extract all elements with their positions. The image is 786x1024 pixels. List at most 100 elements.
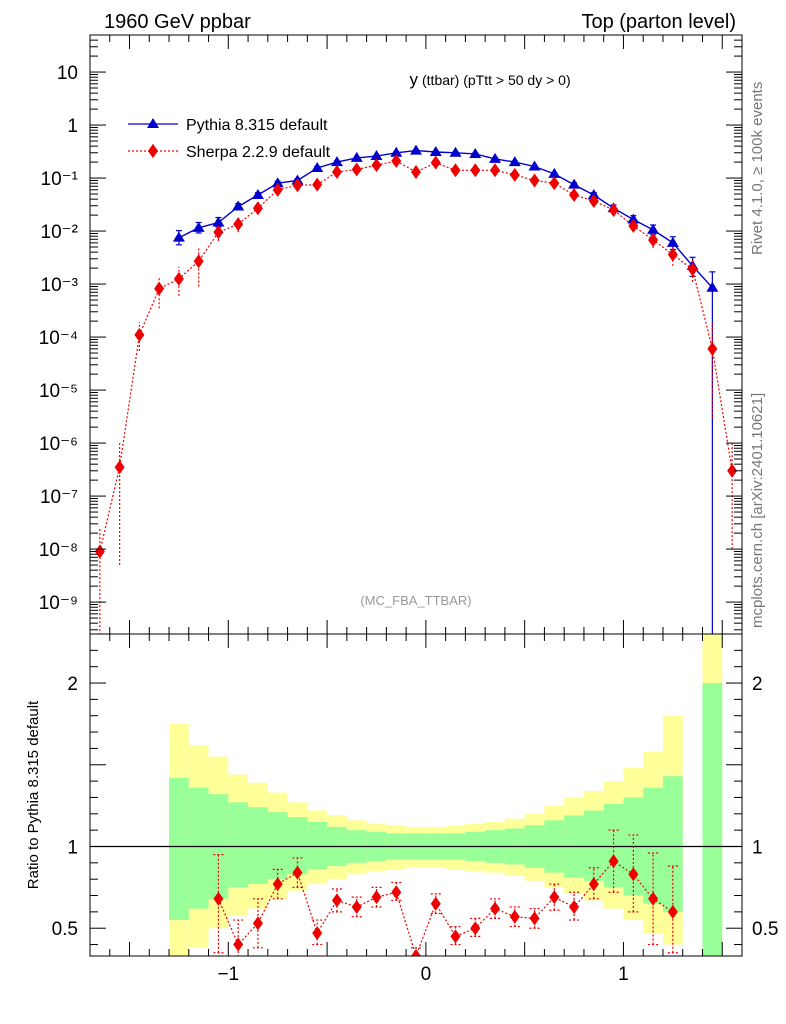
uncertainty-band-inner bbox=[662, 776, 683, 912]
ratio-y-tick-label-left: 2 bbox=[67, 674, 78, 695]
y-tick-label: 10⁻⁵ bbox=[39, 381, 78, 402]
data-point-diamond bbox=[588, 193, 599, 208]
data-point-triangle bbox=[192, 221, 205, 232]
data-point-diamond bbox=[667, 247, 678, 262]
y-tick-label: 10⁻³ bbox=[41, 275, 79, 296]
uncertainty-band-inner bbox=[287, 817, 308, 875]
data-point-diamond bbox=[233, 217, 244, 232]
data-point-triangle bbox=[172, 231, 185, 242]
legend-label-sherpa: Sherpa 2.2.9 default bbox=[186, 144, 331, 161]
data-point-triangle bbox=[212, 216, 225, 227]
data-point-diamond bbox=[529, 173, 540, 188]
x-tick-label: 1 bbox=[618, 964, 629, 985]
ratio-data-point bbox=[529, 911, 540, 926]
ratio-data-point bbox=[292, 865, 303, 880]
data-point-diamond bbox=[648, 232, 659, 247]
data-point-diamond bbox=[450, 163, 461, 178]
ratio-y-tick-label-left: 1 bbox=[67, 837, 78, 858]
data-point-diamond bbox=[549, 176, 560, 191]
side-label-rivet: Rivet 4.1.0, ≥ 100k events bbox=[749, 82, 766, 255]
data-point-triangle bbox=[489, 152, 502, 163]
data-point-diamond bbox=[114, 460, 125, 475]
legend-label-pythia: Pythia 8.315 default bbox=[186, 117, 328, 134]
ratio-panel: −1 0 1 0.5 0.5 1 1 2 2 Ratio to Pythia 8.315 def… bbox=[25, 633, 778, 985]
ratio-y-tick-label-right: 0.5 bbox=[752, 919, 778, 940]
ratio-data-point bbox=[588, 877, 599, 892]
data-point-diamond bbox=[134, 327, 145, 342]
header-right-label: Top (parton level) bbox=[581, 11, 736, 33]
main-plot-content bbox=[94, 144, 738, 634]
data-point-diamond bbox=[154, 281, 165, 296]
uncertainty-band-inner bbox=[583, 810, 604, 881]
header-left-label: 1960 GeV ppbar bbox=[104, 11, 251, 33]
ratio-data-point bbox=[648, 891, 659, 906]
data-point-triangle bbox=[548, 167, 561, 178]
series-pythia bbox=[172, 144, 719, 634]
diamond-marker-icon bbox=[148, 144, 158, 158]
data-point-triangle bbox=[350, 151, 363, 162]
ratio-y-tick-label-left: 0.5 bbox=[52, 919, 78, 940]
legend-entry-pythia: Pythia 8.315 default bbox=[128, 117, 328, 134]
plot-title-variable: y bbox=[410, 70, 419, 89]
data-point-triangle bbox=[232, 200, 245, 211]
uncertainty-band-inner bbox=[188, 787, 209, 909]
data-point-triangle bbox=[449, 146, 462, 157]
data-point-triangle bbox=[330, 156, 343, 167]
data-point-triangle bbox=[370, 150, 383, 161]
ratio-y-axis-label: Ratio to Pythia 8.315 default bbox=[25, 700, 42, 889]
data-point-diamond bbox=[411, 165, 421, 180]
legend: Pythia 8.315 default Sherpa 2.2.9 defaul… bbox=[128, 117, 331, 161]
y-tick-label: 10⁻⁴ bbox=[39, 328, 78, 349]
y-tick-label: 10⁻⁹ bbox=[39, 593, 78, 614]
data-point-diamond bbox=[331, 165, 342, 180]
series-sherpa-ratio bbox=[213, 829, 678, 956]
data-point-diamond bbox=[569, 187, 580, 202]
uncertainty-band-inner bbox=[603, 803, 624, 888]
y-tick-label: 10 bbox=[57, 63, 78, 84]
data-point-diamond bbox=[213, 225, 224, 240]
data-point-diamond bbox=[687, 262, 698, 277]
y-tick-label: 1 bbox=[67, 116, 78, 137]
ratio-data-point bbox=[252, 916, 263, 931]
ratio-data-point bbox=[509, 909, 520, 924]
data-point-triangle bbox=[311, 161, 324, 172]
data-point-triangle bbox=[271, 177, 284, 188]
ratio-data-point bbox=[233, 937, 244, 952]
data-point-diamond bbox=[371, 158, 382, 173]
data-point-diamond bbox=[252, 201, 263, 216]
uncertainty-band-inner bbox=[702, 683, 723, 956]
data-point-diamond bbox=[292, 178, 303, 193]
data-point-triangle bbox=[627, 213, 640, 224]
y-tick-label: 10⁻² bbox=[41, 222, 79, 243]
ratio-data-point bbox=[351, 899, 362, 914]
ratio-data-point bbox=[213, 891, 224, 906]
data-point-triangle bbox=[568, 178, 581, 189]
data-point-diamond bbox=[173, 271, 184, 286]
data-point-diamond bbox=[470, 163, 481, 178]
data-point-triangle bbox=[469, 147, 482, 158]
ratio-data-point bbox=[430, 896, 441, 911]
main-panel: y (ttbar) (pTtt > 50 dy > 0) (MC_FBA_TTB… bbox=[39, 34, 743, 635]
y-tick-label: 10⁻⁸ bbox=[39, 540, 78, 561]
data-point-diamond bbox=[608, 202, 619, 217]
ratio-frame bbox=[89, 633, 743, 957]
data-point-diamond bbox=[628, 218, 639, 233]
ratio-data-point bbox=[331, 893, 342, 908]
data-point-triangle bbox=[508, 156, 521, 167]
legend-entry-sherpa: Sherpa 2.2.9 default bbox=[128, 144, 331, 161]
main-axes: 10 1 10⁻¹ 10⁻² 10⁻³ 10⁻⁴ 10⁻⁵ 10⁻⁶ 10⁻⁷ 10⁻⁸ 10⁻⁹ bbox=[39, 34, 743, 634]
ratio-data-point bbox=[549, 890, 560, 905]
ratio-data-point bbox=[391, 885, 402, 900]
data-point-diamond bbox=[351, 162, 362, 177]
data-point-triangle bbox=[429, 146, 442, 157]
data-point-triangle bbox=[528, 160, 541, 171]
data-point-diamond bbox=[94, 544, 105, 559]
ratio-data-point bbox=[569, 899, 580, 914]
series-line bbox=[178, 149, 713, 289]
uncertainty-band-inner bbox=[228, 802, 249, 888]
uncertainty-band-inner bbox=[248, 807, 268, 885]
ratio-data-point bbox=[411, 949, 421, 956]
data-point-diamond bbox=[430, 155, 441, 170]
data-point-triangle bbox=[706, 281, 719, 292]
